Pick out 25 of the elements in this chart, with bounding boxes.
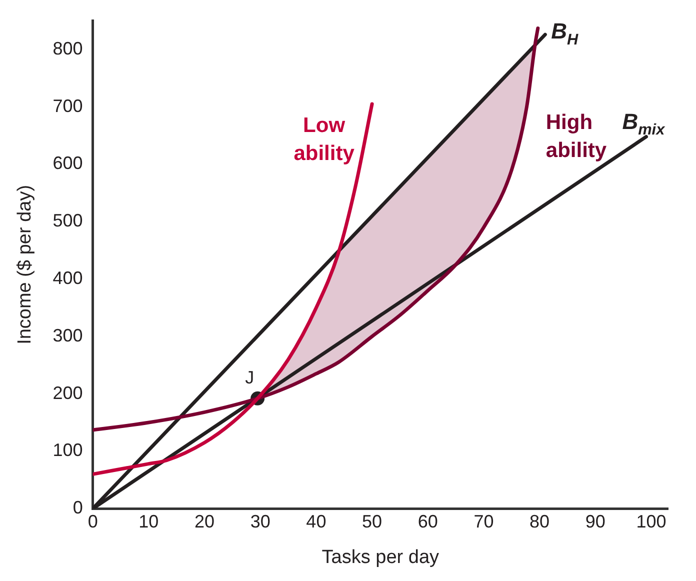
annotation: J (245, 367, 254, 388)
x-tick-label: 30 (250, 511, 270, 532)
y-axis-title: Income ($ per day) (14, 184, 36, 344)
x-tick-label: 90 (585, 511, 606, 532)
y-tick-label: 400 (52, 268, 83, 288)
x-axis-title: Tasks per day (322, 546, 440, 568)
x-tick-label: 40 (306, 511, 326, 532)
x-tick-label: 70 (474, 511, 494, 532)
series-label: Low ability (294, 114, 355, 165)
x-tick-label: 60 (418, 511, 438, 532)
y-tick-label: 100 (52, 440, 83, 460)
x-tick-label: 80 (530, 511, 550, 532)
x-tick-label: 10 (138, 511, 159, 532)
y-tick-label: 500 (52, 210, 83, 231)
y-tick-label: 0 (72, 498, 83, 518)
x-tick-label: 20 (194, 511, 215, 532)
series-label: High ability (546, 111, 607, 162)
y-tick-label: 600 (52, 153, 83, 174)
y-tick-label: 200 (52, 382, 83, 403)
y-tick-label: 700 (52, 96, 83, 116)
y-tick-label: 300 (52, 325, 83, 346)
x-tick-label: 50 (362, 511, 382, 532)
y-tick-label: 800 (52, 38, 83, 58)
x-tick-label: 0 (88, 511, 98, 532)
x-tick-label: 100 (636, 511, 666, 532)
